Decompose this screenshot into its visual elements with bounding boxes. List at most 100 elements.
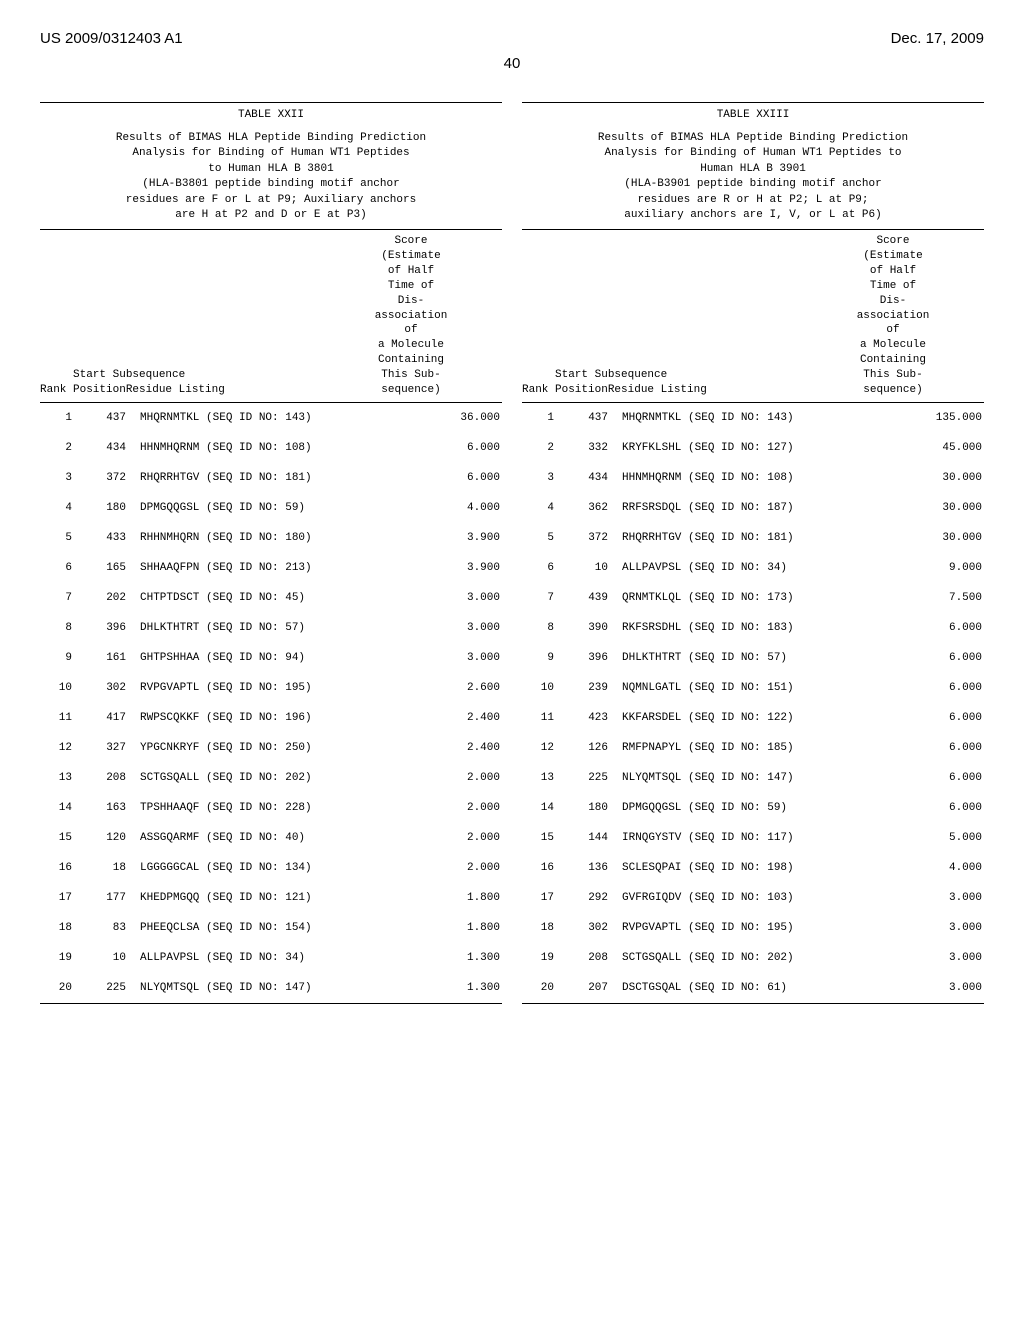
cell-rank: 2 bbox=[522, 433, 556, 463]
cell-position: 292 bbox=[556, 883, 620, 913]
cell-score: 2.000 bbox=[428, 823, 502, 853]
cell-position: 390 bbox=[556, 613, 620, 643]
cell-rank: 7 bbox=[40, 583, 74, 613]
cell-sequence: DHLKTHTRT (SEQ ID NO: 57) bbox=[138, 613, 428, 643]
cell-sequence: SHHAAQFPN (SEQ ID NO: 213) bbox=[138, 553, 428, 583]
table-row: 19208SCTGSQALL (SEQ ID NO: 202)3.000 bbox=[522, 943, 984, 973]
cell-position: 180 bbox=[556, 793, 620, 823]
cell-score: 3.000 bbox=[910, 943, 984, 973]
table-row: 13225NLYQMTSQL (SEQ ID NO: 147)6.000 bbox=[522, 763, 984, 793]
cell-sequence: KRYFKLSHL (SEQ ID NO: 127) bbox=[620, 433, 910, 463]
cell-score: 6.000 bbox=[910, 703, 984, 733]
cell-rank: 19 bbox=[40, 943, 74, 973]
table-row: 4180DPMGQQGSL (SEQ ID NO: 59)4.000 bbox=[40, 493, 502, 523]
cell-rank: 5 bbox=[522, 523, 556, 553]
table-row: 4362RRFSRSDQL (SEQ ID NO: 187)30.000 bbox=[522, 493, 984, 523]
table-row: 5433RHHNMHQRN (SEQ ID NO: 180)3.900 bbox=[40, 523, 502, 553]
cell-position: 417 bbox=[74, 703, 138, 733]
table-row: 11417RWPSCQKKF (SEQ ID NO: 196)2.400 bbox=[40, 703, 502, 733]
cell-position: 396 bbox=[556, 643, 620, 673]
table-row: 1910ALLPAVPSL (SEQ ID NO: 34)1.300 bbox=[40, 943, 502, 973]
cell-sequence: TPSHHAAQF (SEQ ID NO: 228) bbox=[138, 793, 428, 823]
table-row: 13208SCTGSQALL (SEQ ID NO: 202)2.000 bbox=[40, 763, 502, 793]
cell-sequence: DHLKTHTRT (SEQ ID NO: 57) bbox=[620, 643, 910, 673]
cell-position: 144 bbox=[556, 823, 620, 853]
cell-rank: 13 bbox=[522, 763, 556, 793]
table-row: 2332KRYFKLSHL (SEQ ID NO: 127)45.000 bbox=[522, 433, 984, 463]
cell-rank: 7 bbox=[522, 583, 556, 613]
table-row: 16136SCLESQPAI (SEQ ID NO: 198)4.000 bbox=[522, 853, 984, 883]
cell-position: 10 bbox=[556, 553, 620, 583]
cell-score: 3.000 bbox=[428, 643, 502, 673]
cell-position: 434 bbox=[74, 433, 138, 463]
table-row: 20207DSCTGSQAL (SEQ ID NO: 61)3.000 bbox=[522, 973, 984, 1003]
cell-score: 3.000 bbox=[428, 583, 502, 613]
cell-score: 2.000 bbox=[428, 793, 502, 823]
cell-score: 6.000 bbox=[428, 433, 502, 463]
cell-rank: 14 bbox=[522, 793, 556, 823]
cell-sequence: DPMGQQGSL (SEQ ID NO: 59) bbox=[138, 493, 428, 523]
page-header: US 2009/0312403 A1 Dec. 17, 2009 bbox=[40, 30, 984, 47]
cell-score: 3.000 bbox=[428, 613, 502, 643]
cell-rank: 18 bbox=[522, 913, 556, 943]
cell-position: 433 bbox=[74, 523, 138, 553]
column-headers: Start SubsequenceRank PositionResidue Li… bbox=[522, 234, 984, 402]
table-row: 14163TPSHHAAQF (SEQ ID NO: 228)2.000 bbox=[40, 793, 502, 823]
cell-position: 362 bbox=[556, 493, 620, 523]
table-xxii: TABLE XXIIResults of BIMAS HLA Peptide B… bbox=[40, 102, 502, 1004]
cell-position: 10 bbox=[74, 943, 138, 973]
cell-score: 6.000 bbox=[910, 643, 984, 673]
table-row: 7202CHTPTDSCT (SEQ ID NO: 45)3.000 bbox=[40, 583, 502, 613]
cell-sequence: ALLPAVPSL (SEQ ID NO: 34) bbox=[620, 553, 910, 583]
cell-score: 1.800 bbox=[428, 883, 502, 913]
cell-score: 2.000 bbox=[428, 763, 502, 793]
cell-score: 9.000 bbox=[910, 553, 984, 583]
cell-position: 302 bbox=[74, 673, 138, 703]
cell-sequence: NQMNLGATL (SEQ ID NO: 151) bbox=[620, 673, 910, 703]
table-row: 1618LGGGGGCAL (SEQ ID NO: 134)2.000 bbox=[40, 853, 502, 883]
cell-sequence: IRNQGYSTV (SEQ ID NO: 117) bbox=[620, 823, 910, 853]
cell-score: 6.000 bbox=[910, 733, 984, 763]
cell-position: 239 bbox=[556, 673, 620, 703]
cell-rank: 1 bbox=[522, 403, 556, 433]
table-row: 2434HHNMHQRNM (SEQ ID NO: 108)6.000 bbox=[40, 433, 502, 463]
cell-sequence: DPMGQQGSL (SEQ ID NO: 59) bbox=[620, 793, 910, 823]
cell-position: 332 bbox=[556, 433, 620, 463]
table-row: 1883PHEEQCLSA (SEQ ID NO: 154)1.800 bbox=[40, 913, 502, 943]
cell-position: 439 bbox=[556, 583, 620, 613]
cell-rank: 20 bbox=[40, 973, 74, 1003]
cell-score: 4.000 bbox=[910, 853, 984, 883]
cell-score: 6.000 bbox=[910, 793, 984, 823]
cell-score: 1.300 bbox=[428, 943, 502, 973]
page-number: 40 bbox=[40, 55, 984, 72]
cell-position: 202 bbox=[74, 583, 138, 613]
cell-position: 180 bbox=[74, 493, 138, 523]
cell-position: 437 bbox=[556, 403, 620, 433]
cell-score: 6.000 bbox=[910, 673, 984, 703]
table-row: 9396DHLKTHTRT (SEQ ID NO: 57)6.000 bbox=[522, 643, 984, 673]
cell-sequence: NLYQMTSQL (SEQ ID NO: 147) bbox=[620, 763, 910, 793]
cell-score: 30.000 bbox=[910, 463, 984, 493]
cell-rank: 12 bbox=[522, 733, 556, 763]
cell-sequence: SCLESQPAI (SEQ ID NO: 198) bbox=[620, 853, 910, 883]
cell-sequence: NLYQMTSQL (SEQ ID NO: 147) bbox=[138, 973, 428, 1003]
cell-position: 208 bbox=[556, 943, 620, 973]
cell-sequence: RHQRRHTGV (SEQ ID NO: 181) bbox=[620, 523, 910, 553]
table-label: TABLE XXII bbox=[40, 102, 502, 121]
cell-position: 163 bbox=[74, 793, 138, 823]
cell-sequence: MHQRNMTKL (SEQ ID NO: 143) bbox=[138, 403, 428, 433]
cell-sequence: RVPGVAPTL (SEQ ID NO: 195) bbox=[620, 913, 910, 943]
cell-rank: 1 bbox=[40, 403, 74, 433]
cell-sequence: KHEDPMGQQ (SEQ ID NO: 121) bbox=[138, 883, 428, 913]
doc-number: US 2009/0312403 A1 bbox=[40, 30, 183, 47]
cell-sequence: CHTPTDSCT (SEQ ID NO: 45) bbox=[138, 583, 428, 613]
cell-sequence: DSCTGSQAL (SEQ ID NO: 61) bbox=[620, 973, 910, 1003]
data-table: 1437MHQRNMTKL (SEQ ID NO: 143)135.000233… bbox=[522, 403, 984, 1003]
cell-score: 30.000 bbox=[910, 493, 984, 523]
cell-sequence: PHEEQCLSA (SEQ ID NO: 154) bbox=[138, 913, 428, 943]
cell-rank: 9 bbox=[40, 643, 74, 673]
cell-score: 1.800 bbox=[428, 913, 502, 943]
cell-score: 3.000 bbox=[910, 973, 984, 1003]
cell-score: 3.900 bbox=[428, 553, 502, 583]
cell-rank: 9 bbox=[522, 643, 556, 673]
